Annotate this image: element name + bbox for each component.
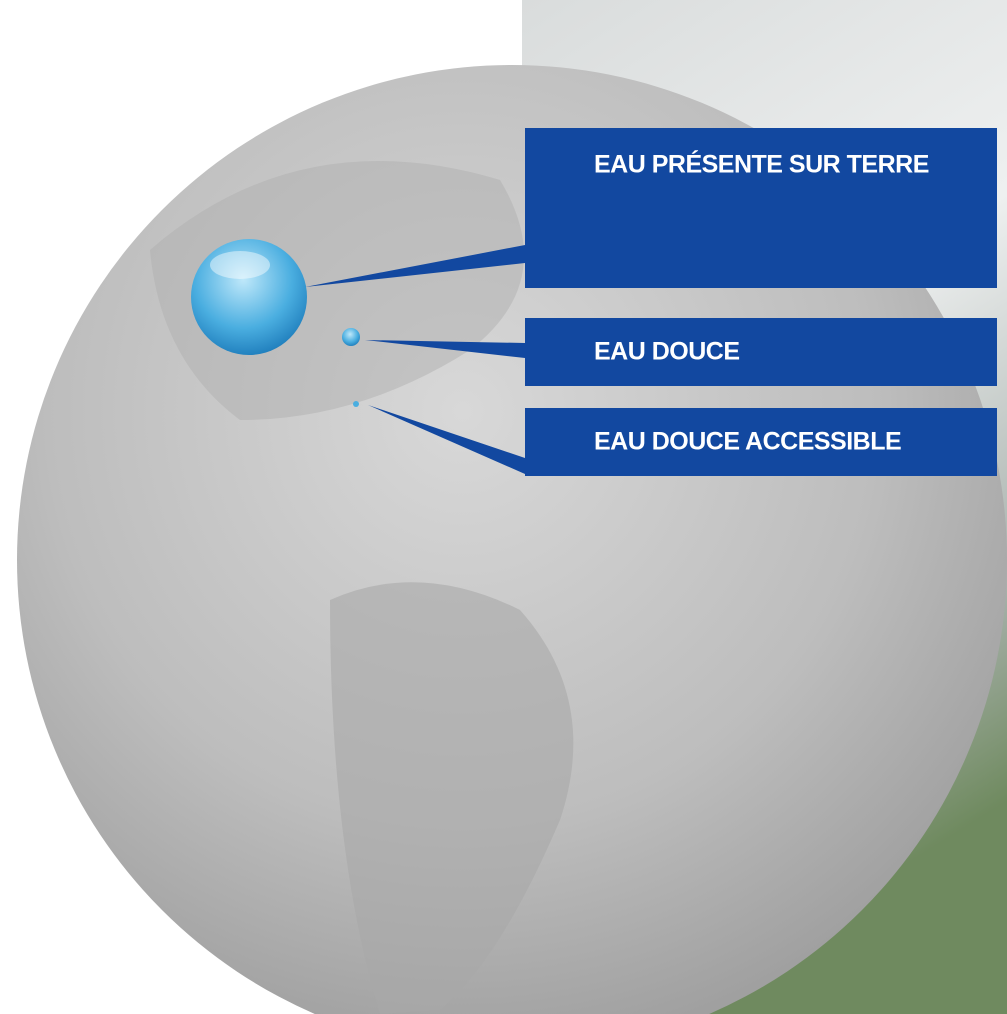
water-drop — [353, 401, 359, 407]
connector — [365, 340, 525, 358]
continent — [150, 161, 524, 421]
drop-highlight — [210, 251, 270, 279]
label-box — [525, 318, 997, 386]
label-box — [525, 408, 997, 476]
connector — [305, 245, 525, 287]
water-drop — [342, 328, 360, 346]
continent — [330, 582, 574, 1014]
label: EAU DOUCE ACCESSIBLE — [594, 428, 901, 456]
label: EAU DOUCE — [594, 338, 740, 366]
label-box — [525, 128, 997, 288]
label: EAU PRÉSENTE SUR TERRE — [594, 150, 929, 179]
water-drop — [191, 239, 307, 355]
connector — [368, 405, 525, 474]
